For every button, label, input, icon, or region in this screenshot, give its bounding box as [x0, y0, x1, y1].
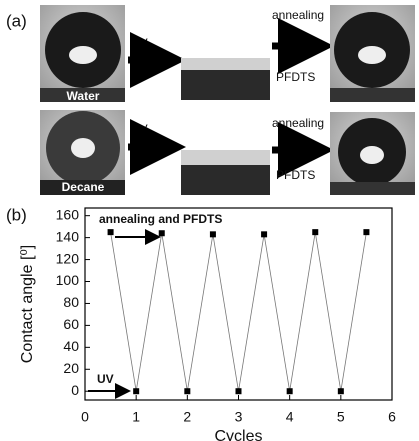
reflection	[358, 46, 386, 64]
y-tick-label: 160	[56, 206, 80, 222]
x-tick-label: 6	[388, 409, 396, 425]
x-tick-label: 0	[81, 409, 89, 425]
arrow-label: UV	[131, 36, 148, 50]
y-tick-label: 100	[56, 272, 80, 288]
y-tick-label: 120	[56, 250, 80, 266]
marker	[312, 229, 319, 236]
liquid-label: Water	[67, 89, 100, 103]
y-tick-label: 140	[56, 228, 80, 244]
marker	[158, 230, 165, 237]
marker	[184, 388, 191, 395]
x-tick-label: 1	[132, 409, 140, 425]
reflection	[71, 138, 95, 158]
x-tick-label: 2	[183, 409, 191, 425]
marker	[209, 231, 216, 238]
y-tick-label: 40	[63, 338, 79, 354]
y-tick-label: 20	[63, 360, 79, 376]
substrate	[181, 70, 270, 100]
y-tick-label: 0	[71, 382, 79, 398]
y-tick-label: 60	[63, 316, 79, 332]
x-tick-label: 3	[235, 409, 243, 425]
substrate	[181, 165, 270, 195]
reflection	[69, 46, 97, 64]
marker	[286, 388, 293, 395]
arrow-label: annealing	[272, 116, 324, 130]
marker	[363, 229, 370, 236]
reflection	[360, 146, 384, 164]
arrow-label: PFDTS	[276, 70, 315, 84]
marker	[107, 229, 114, 236]
substrate	[330, 88, 415, 102]
x-axis-label: Cycles	[214, 428, 262, 441]
annotation: UV	[97, 372, 114, 386]
marker	[235, 388, 242, 395]
substrate	[40, 180, 125, 195]
y-axis-label: Contact angle [⁰]	[19, 245, 36, 363]
panel-a: (a) Water UV annealing PFDTS Decane UV a…	[6, 5, 415, 195]
annotation: annealing and PFDTS	[99, 212, 222, 226]
y-tick-label: 80	[63, 294, 79, 310]
series-line	[110, 232, 367, 392]
liquid-label: Decane	[62, 180, 105, 194]
marker	[261, 231, 268, 238]
arrow-label: UV	[131, 122, 148, 136]
panel-label: (b)	[6, 205, 27, 224]
substrate	[330, 182, 415, 195]
arrow-label: PFDTS	[276, 168, 315, 182]
panel-label: (a)	[6, 11, 27, 30]
marker	[337, 388, 344, 395]
arrow-label: annealing	[272, 8, 324, 22]
marker	[133, 388, 140, 395]
panel-b: (b) 0 20 40 60 80 100 120 140 160 0 1 2 3 4 5 6 Cycles Co…	[6, 205, 396, 441]
x-tick-label: 5	[337, 409, 345, 425]
substrate	[40, 88, 125, 102]
x-tick-label: 4	[286, 409, 294, 425]
